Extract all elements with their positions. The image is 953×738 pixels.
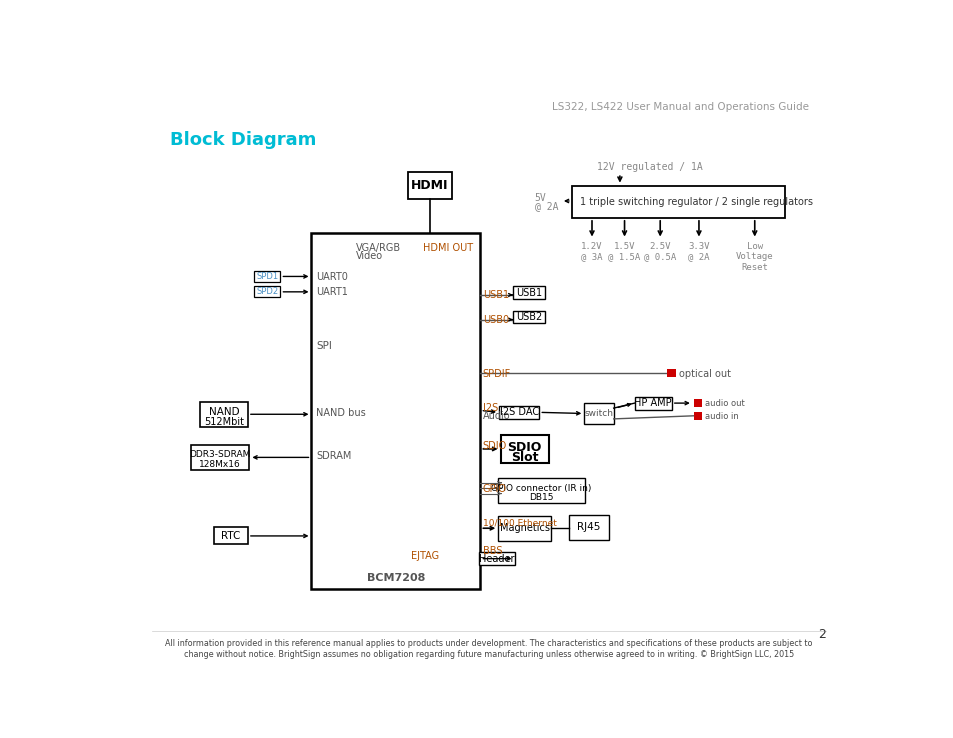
Text: 2: 2 [818,627,825,641]
Text: USB1: USB1 [516,288,541,297]
Text: DDR3-SDRAM: DDR3-SDRAM [189,450,251,460]
Text: I2S: I2S [482,404,497,413]
Bar [693,412,701,421]
Text: Slot: Slot [510,451,537,464]
Text: GPIO: GPIO [482,484,506,494]
Bar [500,435,548,463]
Bar [498,406,538,419]
Text: SPD2: SPD2 [256,287,278,297]
Text: Video: Video [355,251,382,261]
Text: SPI: SPI [315,341,332,351]
Text: RJ45: RJ45 [577,523,600,532]
Text: HDMI: HDMI [411,179,448,192]
Text: 512Mbit: 512Mbit [204,416,244,427]
Bar [199,402,248,427]
Text: Header: Header [478,554,514,564]
Text: 5V: 5V [534,193,546,203]
Text: SPD1: SPD1 [256,272,278,281]
Bar [253,286,280,297]
Text: USB0: USB0 [482,315,508,325]
Text: 3.3V
@ 2A: 3.3V @ 2A [687,242,709,261]
Text: audio out: audio out [704,399,744,407]
Text: Magnetics: Magnetics [499,523,549,534]
Text: GPIO connector (IR in): GPIO connector (IR in) [491,484,591,493]
Text: 10/100 Ethernet: 10/100 Ethernet [482,519,556,528]
Bar [311,233,480,589]
Text: @ 2A: @ 2A [534,201,558,211]
Text: NAND: NAND [209,407,239,418]
Text: All information provided in this reference manual applies to products under deve: All information provided in this referen… [165,639,812,658]
Bar [513,286,545,299]
Text: audio in: audio in [704,412,739,421]
Text: USB2: USB2 [516,312,542,323]
Bar [497,516,550,540]
Text: 1.2V
@ 3A: 1.2V @ 3A [580,242,602,261]
Bar [571,185,784,218]
Text: SDIO: SDIO [507,441,541,454]
Text: UART1: UART1 [315,287,348,297]
Text: 12V regulated / 1A: 12V regulated / 1A [596,162,701,173]
Text: DB15: DB15 [529,493,554,502]
Bar [213,528,248,545]
Bar [497,478,584,503]
Text: HDMI OUT: HDMI OUT [422,243,473,252]
Bar [478,552,514,565]
Bar [693,399,701,407]
Text: USB1: USB1 [482,290,508,300]
Text: BCM7208: BCM7208 [366,573,425,583]
Text: VGA/RGB: VGA/RGB [355,243,400,252]
Bar [191,445,249,469]
Text: Block Diagram: Block Diagram [171,131,316,149]
Text: RTC: RTC [221,531,240,541]
Text: BBS: BBS [482,546,501,556]
Bar [666,369,675,377]
Text: switch: switch [584,409,613,418]
Text: SDRAM: SDRAM [315,451,351,461]
Bar [513,311,545,323]
Bar [583,404,613,424]
Text: 2.5V
@ 0.5A: 2.5V @ 0.5A [643,242,676,261]
Text: SDIO: SDIO [482,441,506,451]
Bar [253,271,280,282]
Bar [634,396,671,410]
Text: SPDIF: SPDIF [482,369,511,379]
Text: NAND bus: NAND bus [315,408,365,418]
Text: EJTAG: EJTAG [410,551,438,562]
Bar [568,515,608,539]
Text: Audio: Audio [482,411,510,421]
Bar [408,172,452,199]
Text: optical out: optical out [679,369,730,379]
Text: 1.5V
@ 1.5A: 1.5V @ 1.5A [608,242,640,261]
Text: 1 triple switching regulator / 2 single regulators: 1 triple switching regulator / 2 single … [579,197,812,207]
Text: UART0: UART0 [315,272,348,282]
Text: 128Mx16: 128Mx16 [199,460,240,469]
Text: I2S DAC: I2S DAC [499,407,538,418]
Text: Low
Voltage
Reset: Low Voltage Reset [735,242,773,272]
Text: HP AMP: HP AMP [634,398,671,408]
Text: LS322, LS422 User Manual and Operations Guide: LS322, LS422 User Manual and Operations … [552,103,808,112]
